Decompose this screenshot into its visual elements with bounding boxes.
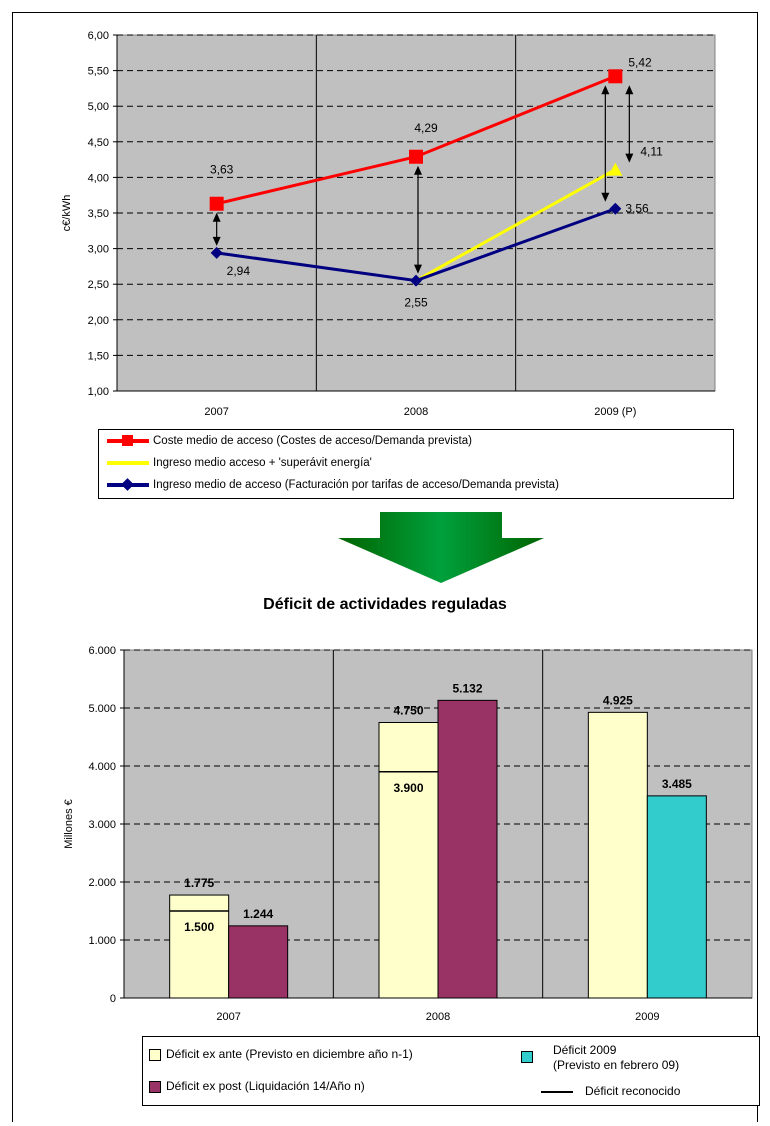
y-tick-label: 0 (110, 993, 116, 1005)
legend-swatch-expost (149, 1081, 161, 1093)
x-tick-label: 2009 (635, 1011, 659, 1023)
label-reconocido: 1.500 (184, 920, 214, 934)
legend-item-ingreso: Ingreso medio de acceso (Facturación por… (107, 476, 559, 494)
gap-arrow-2009-partial-head-bottom (625, 153, 634, 163)
legend-label-ingreso: Ingreso medio de acceso (Facturación por… (153, 479, 559, 491)
point-coste (209, 196, 224, 211)
legend-item-coste: Coste medio de acceso (Costes de acceso/… (107, 432, 472, 450)
label-ingreso-2008: 2,55 (404, 296, 428, 310)
y-axis-title: c€/kWh (61, 195, 73, 232)
legend-swatch-reconocido (541, 1091, 573, 1093)
gap-arrow-2009-total-head-top (601, 85, 610, 95)
label-exante: 1.775 (184, 876, 214, 890)
point-coste (608, 69, 623, 84)
legend-item-reconocido: Déficit reconocido (541, 1084, 680, 1098)
label-expost: 5.132 (452, 681, 482, 695)
legend-item-exante: Déficit ex ante (Previsto en diciembre a… (149, 1047, 413, 1061)
y-tick-label: 3,00 (88, 244, 109, 256)
y-tick-label: 5.000 (88, 703, 116, 715)
label-exante: 4.925 (603, 693, 633, 707)
gap-arrow-2007-head-top (212, 212, 221, 222)
bar-exante (587, 711, 648, 999)
y-tick-label: 6,00 (88, 30, 109, 42)
gap-arrow-2009-partial-head-top (625, 85, 634, 95)
point-ingreso-superavit (608, 162, 623, 176)
gap-arrow-2009-total-head-bottom (601, 192, 610, 202)
y-tick-label: 3,50 (88, 208, 109, 220)
y-tick-label: 2.000 (88, 877, 116, 889)
label-coste-2008: 4,29 (414, 121, 438, 135)
label-coste-2007: 3,63 (210, 163, 234, 177)
label-coste-2009: 5,42 (628, 55, 652, 69)
legend-label-2009-line2: (Previsto en febrero 09) (553, 1058, 680, 1072)
legend-swatch-exante (149, 1049, 161, 1061)
series-line-ingreso-superavit (415, 168, 617, 282)
point-ingreso (210, 246, 223, 259)
y-tick-label: 5,00 (88, 101, 109, 113)
x-tick-label: 2008 (426, 1011, 450, 1023)
bar-expost (437, 699, 498, 999)
legend-label-2009-line1: Déficit 2009 (553, 1043, 617, 1057)
label-ingreso-2009: 3,56 (625, 202, 649, 216)
line-chart-access-cost: 1,00 1,50 2,00 2,50 3,00 3,50 4,00 4,50 5,00 5,50… (61, 30, 716, 418)
legend-label-ingreso-superavit: Ingreso medio acceso + 'superávit energí… (153, 457, 372, 469)
y-tick-label: 6.000 (88, 645, 116, 657)
legend-label-reconocido: Déficit reconocido (585, 1084, 681, 1098)
y-tick-label: 3.000 (88, 819, 116, 831)
y-tick-label: 5,50 (88, 66, 109, 78)
bar-expost (228, 925, 289, 999)
y-tick-label: 1,50 (88, 350, 109, 362)
legend-item-expost: Déficit ex post (Liquidación 14/Año n) (149, 1079, 365, 1093)
y-tick-label: 4.000 (88, 761, 116, 773)
legend-swatch-2009 (521, 1051, 533, 1063)
label-expost: 1.244 (243, 907, 273, 921)
bar-exante (169, 894, 230, 999)
y-tick-label: 2,50 (88, 279, 109, 291)
gap-arrow-2008-head-top (414, 165, 422, 175)
x-tick-label: 2009 (P) (594, 406, 636, 418)
legend-item-ingreso-superavit: Ingreso medio acceso + 'superávit energí… (107, 454, 372, 472)
x-tick-label: 2007 (204, 406, 228, 418)
bar-2009 (646, 795, 707, 999)
point-ingreso (410, 274, 422, 287)
page-frame (12, 12, 758, 1122)
line-chart-legend: Coste medio de acceso (Costes de acceso/… (98, 429, 734, 499)
label-exante: 4.750 (393, 704, 423, 718)
y-tick-label: 4,50 (88, 137, 109, 149)
label-2009: 3.485 (662, 777, 692, 791)
label-ingreso-2007: 2,94 (227, 264, 251, 278)
x-tick-label: 2007 (216, 1011, 240, 1023)
bar-chart-legend: Déficit ex ante (Previsto en diciembre a… (142, 1036, 760, 1106)
gap-arrow-2008-head-bottom (414, 264, 422, 274)
bar-exante (378, 722, 439, 999)
x-tick-label: 2008 (404, 406, 428, 418)
gap-arrow-2007-head-bottom (212, 236, 221, 246)
y-tick-label: 1,00 (88, 386, 109, 398)
y-tick-label: 2,00 (88, 315, 109, 327)
legend-item-2009: Déficit 2009 (Previsto en febrero 09) (521, 1043, 679, 1073)
label-ingreso-superavit-2009: 4,11 (640, 145, 663, 159)
legend-label-expost: Déficit ex post (Liquidación 14/Año n) (166, 1079, 365, 1093)
label-reconocido: 3.900 (393, 781, 423, 795)
legend-label-coste: Coste medio de acceso (Costes de acceso/… (153, 435, 472, 447)
y-axis-title: Millones € (63, 799, 75, 849)
legend-label-exante: Déficit ex ante (Previsto en diciembre a… (166, 1047, 413, 1061)
point-ingreso (609, 202, 622, 215)
y-tick-label: 4,00 (88, 172, 109, 184)
point-coste (409, 149, 423, 164)
y-tick-label: 1.000 (88, 935, 116, 947)
bar-chart-title: Déficit de actividades reguladas (263, 596, 507, 613)
